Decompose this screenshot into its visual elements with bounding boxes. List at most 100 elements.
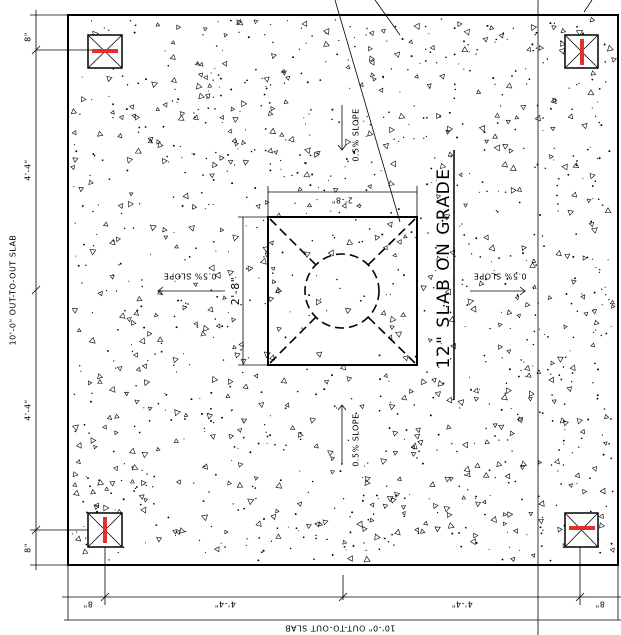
sand-dot (243, 507, 246, 510)
aggregate (97, 479, 105, 486)
sand-dot (304, 162, 307, 165)
sand-dot (144, 126, 147, 128)
sand-dot (257, 442, 260, 445)
sand-dot (209, 407, 212, 410)
aggregate (513, 528, 519, 534)
aggregate (140, 506, 147, 514)
sand-dot (390, 68, 393, 70)
sand-dot (524, 375, 526, 377)
aggregate (195, 82, 203, 90)
aggregate (408, 39, 413, 44)
sand-dot (596, 101, 598, 103)
sand-dot (263, 518, 265, 520)
sand-dot (221, 416, 224, 419)
sand-dot (562, 366, 565, 368)
sand-dot (113, 360, 115, 362)
aggregate (520, 104, 527, 111)
sand-dot (539, 526, 542, 529)
sand-dot (128, 280, 130, 282)
sand-dot (393, 544, 395, 546)
sand-dot (103, 27, 105, 29)
aggregate (374, 533, 381, 541)
sand-dot (361, 240, 364, 243)
sand-dot (242, 420, 244, 422)
sand-dot (461, 283, 463, 286)
aggregate (296, 501, 303, 507)
aggregate (551, 399, 557, 404)
aggregate (369, 502, 375, 508)
sand-dot (328, 179, 330, 181)
sand-dot (232, 503, 234, 505)
sand-dot (596, 158, 598, 160)
sand-dot (486, 190, 488, 193)
sand-dot (92, 244, 95, 247)
sand-dot (138, 431, 141, 434)
sand-dot (575, 233, 578, 235)
sand-dot (514, 70, 517, 72)
aggregate (500, 393, 508, 401)
sand-dot (498, 257, 500, 259)
sand-dot (593, 331, 595, 334)
sand-dot (203, 465, 206, 468)
aggregate (97, 290, 103, 297)
sand-dot (352, 545, 355, 547)
aggregate (580, 294, 586, 300)
sand-dot (291, 174, 293, 177)
sand-dot (386, 294, 388, 296)
aggregate (241, 100, 248, 108)
sand-dot (283, 82, 286, 84)
dim-label: 4'-4" (24, 399, 33, 420)
sand-dot (89, 400, 92, 403)
sand-dot (207, 107, 210, 110)
sand-dot (425, 48, 427, 50)
aggregate (527, 397, 533, 402)
aggregate (446, 512, 453, 519)
sand-dot (605, 332, 608, 335)
sand-dot (92, 153, 95, 156)
sand-dot (555, 504, 558, 506)
sand-dot (85, 543, 88, 546)
aggregate (402, 355, 409, 362)
sand-dot (500, 408, 503, 411)
sand-dot (184, 530, 187, 533)
sand-dot (594, 115, 597, 117)
sand-dot (595, 266, 597, 268)
aggregate (203, 74, 208, 81)
sand-dot (388, 111, 390, 113)
aggregate (88, 380, 93, 386)
sand-dot (450, 156, 452, 158)
sand-dot (260, 104, 263, 107)
sand-dot (112, 274, 114, 276)
aggregate (449, 476, 454, 482)
sand-dot (250, 269, 252, 271)
aggregate (206, 413, 214, 420)
aggregate (163, 235, 169, 240)
sand-dot (89, 174, 91, 176)
aggregate (458, 172, 463, 178)
slope-arrows (157, 105, 526, 465)
sand-dot (610, 457, 613, 460)
aggregate (317, 521, 323, 527)
sand-dot (562, 464, 565, 466)
sand-dot (215, 151, 217, 154)
sand-dot (599, 269, 601, 271)
sand-dot (338, 211, 341, 214)
sand-dot (388, 427, 391, 430)
aggregate (528, 390, 535, 398)
sand-dot (532, 49, 534, 52)
aggregate (176, 24, 182, 30)
sand-dot (454, 88, 457, 91)
sand-dot (423, 137, 425, 139)
aggregate (276, 326, 282, 332)
aggregate (445, 129, 451, 135)
sand-dot (596, 394, 599, 397)
sand-dot (459, 407, 461, 409)
aggregate (389, 325, 395, 331)
sand-dot (514, 480, 517, 483)
sand-dot (476, 49, 478, 51)
sand-dot (597, 368, 599, 371)
sand-dot (244, 129, 247, 131)
aggregate (462, 441, 469, 449)
sand-dot (363, 542, 365, 544)
sand-dot (216, 295, 219, 298)
